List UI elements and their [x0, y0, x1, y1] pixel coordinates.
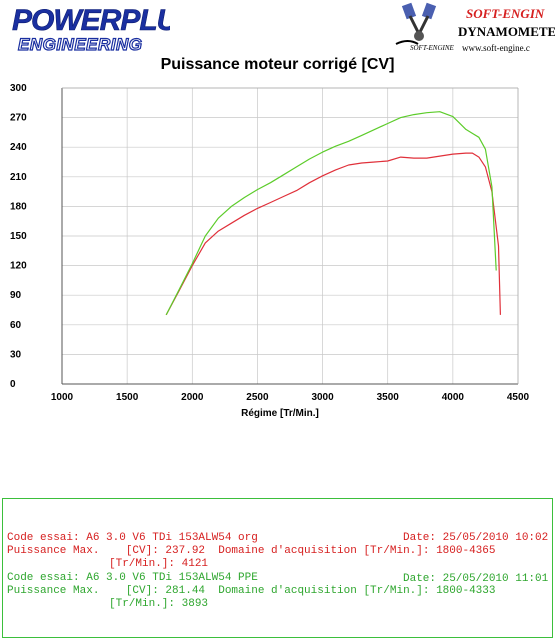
x-tick-label: 2500 [246, 392, 269, 403]
logo-brand-text: SOFT-ENGIN [466, 6, 545, 21]
y-tick-label: 300 [10, 83, 27, 94]
y-tick-label: 150 [10, 231, 27, 242]
run2-code: Code essai: A6 3.0 V6 TDi 153ALW54 PPE [7, 572, 258, 584]
x-tick-label: 3500 [377, 392, 400, 403]
chart-axes [61, 87, 519, 385]
power-chart: 1000 1500 2000 2500 3000 3500 4000 4500 0 30 60 90 1… [10, 83, 530, 419]
x-axis-label: Régime [Tr/Min.] [241, 408, 319, 419]
x-tick-label: 4500 [507, 392, 530, 403]
x-tick-label: 3000 [311, 392, 334, 403]
y-tick-label: 210 [10, 172, 27, 183]
run2-max-power: Puissance Max. [CV]: 281.44 Domaine d'ac… [7, 585, 496, 597]
x-tick-label: 1500 [116, 392, 139, 403]
run1-max-rpm: [Tr/Min.]: 4121 [109, 558, 209, 570]
engine-pistons-icon [401, 2, 437, 41]
run1-code: Code essai: A6 3.0 V6 TDi 153ALW54 org [7, 532, 258, 544]
logo-small-text: SOFT-ENGINE [410, 44, 455, 52]
x-tick-label: 2000 [181, 392, 204, 403]
chart-series [165, 111, 501, 316]
run1-date: Date: 25/05/2010 10:02 [403, 532, 549, 544]
series-line-2 [165, 111, 497, 316]
chart-title: Puissance moteur corrigé [CV] [160, 56, 395, 73]
run1-max-power: Puissance Max. [CV]: 237.92 Domaine d'ac… [7, 545, 496, 557]
x-tick-label: 4000 [442, 392, 465, 403]
y-tick-label: 120 [10, 261, 27, 272]
x-tick-label: 1000 [51, 392, 74, 403]
logo-dynamometer-text: DYNAMOMETE [458, 24, 555, 39]
chart-ticks: 1000 1500 2000 2500 3000 3500 4000 4500 0 30 60 90 1… [10, 83, 530, 403]
powerplus-logo: POWERPLUS ENGINEERING [10, 2, 199, 55]
y-tick-label: 30 [10, 349, 22, 360]
chart-grid [61, 87, 519, 385]
y-tick-label: 60 [10, 320, 22, 331]
y-tick-label: 270 [10, 113, 27, 124]
logo-url-text: www.soft-engine.c [462, 43, 530, 53]
soft-engine-logo: SOFT-ENGIN DYNAMOMETE SOFT-ENGINE www.so… [388, 0, 555, 60]
y-tick-label: 180 [10, 201, 27, 212]
y-tick-label: 0 [10, 379, 16, 390]
series-line-1 [165, 152, 501, 316]
run2-date: Date: 25/05/2010 11:01 [403, 573, 549, 585]
logo-engineering-text: ENGINEERING [18, 35, 143, 54]
y-tick-label: 90 [10, 290, 22, 301]
run2-max-rpm: [Tr/Min.]: 3893 [109, 598, 209, 610]
logo-powerplus-text: POWERPLUS [12, 4, 170, 37]
y-tick-label: 240 [10, 142, 27, 153]
test-info-panel: Code essai: A6 3.0 V6 TDi 153ALW54 org D… [2, 498, 553, 638]
